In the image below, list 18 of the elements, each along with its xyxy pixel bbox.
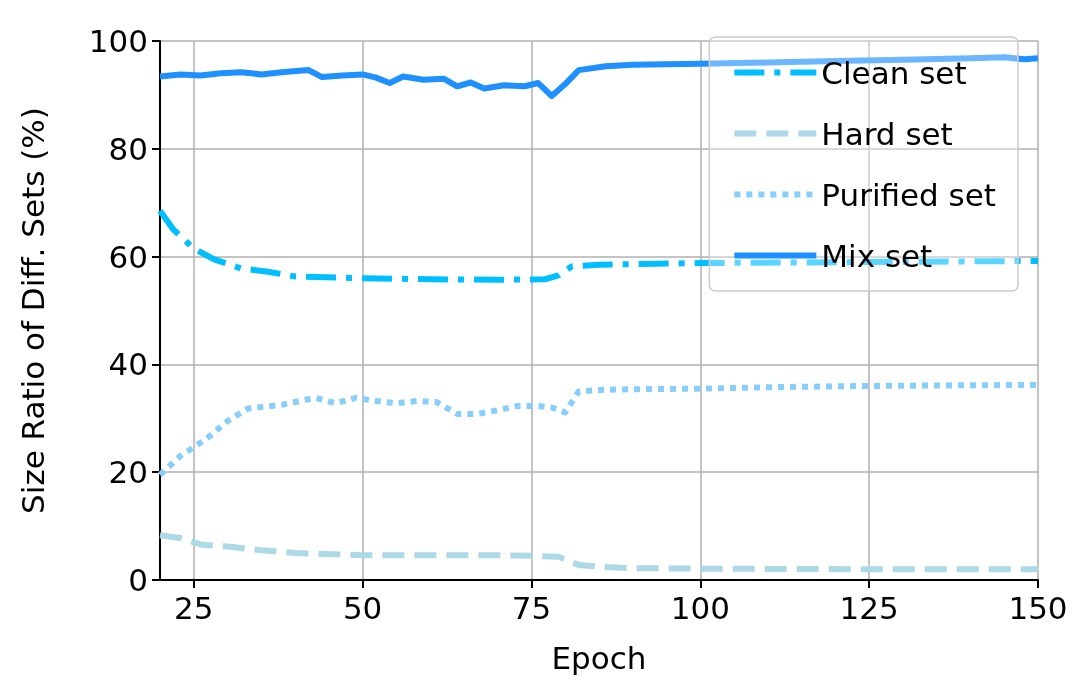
legend-label: Clean set xyxy=(821,54,967,91)
x-tick-label: 50 xyxy=(342,589,383,626)
y-tick-label: 60 xyxy=(108,238,148,275)
legend-label: Mix set xyxy=(821,237,933,274)
legend-label: Hard set xyxy=(821,115,953,152)
y-tick-label: 100 xyxy=(88,23,148,59)
y-tick-label: 0 xyxy=(128,562,148,598)
x-tick-label: 150 xyxy=(1008,589,1068,626)
x-axis-title: Epoch xyxy=(551,639,647,676)
y-tick-label: 40 xyxy=(108,346,148,383)
x-tick-label: 100 xyxy=(670,589,730,626)
y-axis-title: Size Ratio of Diff. Sets (%) xyxy=(14,107,51,514)
y-tick-label: 80 xyxy=(108,130,148,167)
x-tick-label: 75 xyxy=(511,589,552,626)
y-tick-label: 20 xyxy=(108,454,148,491)
x-tick-label: 125 xyxy=(839,589,899,626)
x-tick-label: 25 xyxy=(174,589,214,626)
legend-label: Purified set xyxy=(821,176,997,213)
